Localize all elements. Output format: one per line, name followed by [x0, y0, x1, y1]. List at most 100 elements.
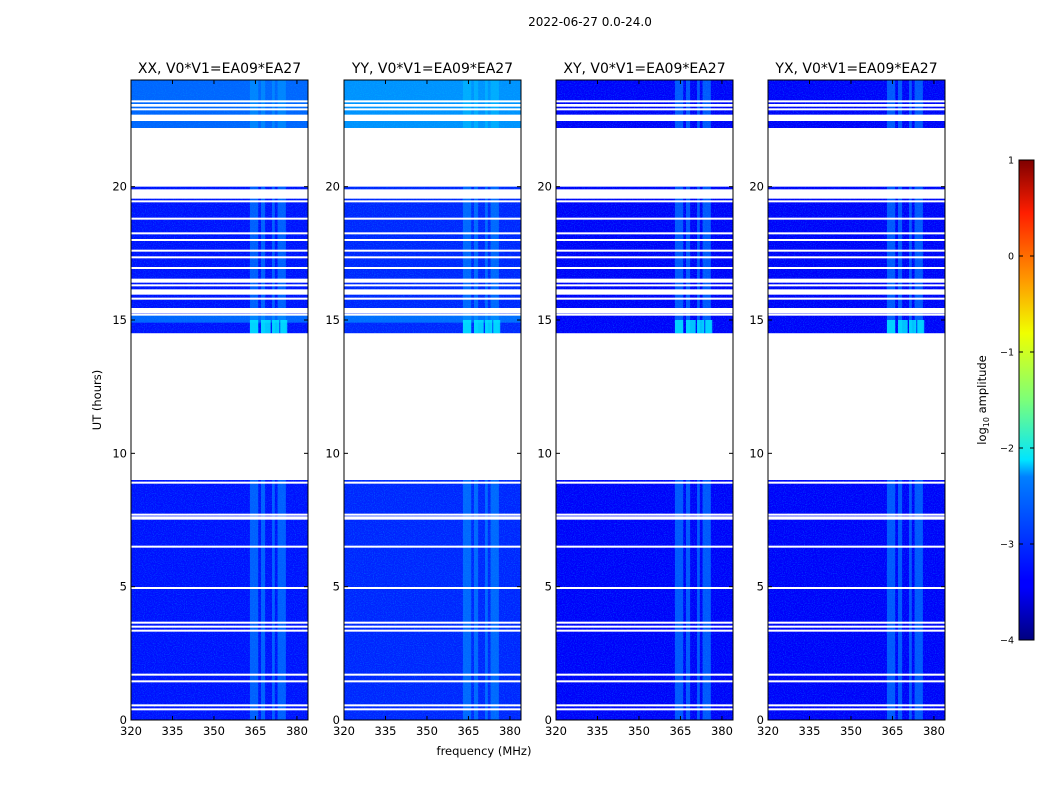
- x-tick-label: 320: [545, 724, 567, 738]
- colorbar-tick-label: 0: [1008, 252, 1014, 263]
- panels: XX, V0*V1=EA09*EA27 320 335 350 365 380 0 5 10 15…: [112, 61, 946, 738]
- panel-image: [556, 80, 733, 720]
- flagged-gap: [344, 308, 521, 314]
- gap-row: [344, 119, 521, 121]
- y-tick-label: 5: [120, 580, 127, 594]
- gap-row: [131, 249, 308, 252]
- rfi-channel: [473, 480, 479, 720]
- flagged-gap: [344, 114, 521, 120]
- flagged-gap: [556, 333, 733, 480]
- y-tick-label: 10: [537, 446, 552, 460]
- gap-row: [131, 704, 308, 707]
- gap-row: [131, 119, 308, 121]
- flagged-gap: [344, 278, 521, 283]
- y-tick-label: 5: [545, 580, 552, 594]
- y-tick-label: 0: [333, 713, 340, 727]
- flagged-gap: [131, 278, 308, 283]
- gap-row: [556, 313, 733, 316]
- rfi-channel: [914, 480, 923, 720]
- panel-title: YX, V0*V1=EA09*EA27: [774, 61, 937, 77]
- gap-row: [768, 217, 945, 220]
- rfi-channel: [462, 186, 472, 334]
- gap-row: [344, 256, 521, 259]
- gap-row: [556, 119, 733, 121]
- colorbar: 10−1−2−3−4 log10 amplitude: [975, 156, 1035, 647]
- rfi-block: [272, 320, 279, 334]
- gap-row: [131, 239, 308, 241]
- panel-xy: XY, V0*V1=EA09*EA27 320 335 350 365 380 0 5 10 15…: [537, 61, 734, 738]
- gap-row: [556, 200, 733, 203]
- y-tick-label: 20: [537, 180, 552, 194]
- y-tick-label: 10: [112, 446, 127, 460]
- rfi-channel: [260, 480, 266, 720]
- gap-row: [768, 545, 945, 548]
- gap-row: [768, 256, 945, 259]
- flagged-gap: [556, 104, 733, 107]
- gap-row: [344, 673, 521, 676]
- gap-row: [556, 256, 733, 259]
- bright-band: [344, 314, 521, 323]
- rfi-block: [685, 320, 696, 334]
- gap-row: [131, 629, 308, 632]
- rfi-block: [886, 320, 896, 334]
- gap-row: [131, 517, 308, 520]
- y-tick-label: 5: [333, 580, 340, 594]
- gap-row: [556, 232, 733, 235]
- gap-row: [131, 232, 308, 235]
- y-axis-label: UT (hours): [90, 370, 104, 430]
- gap-row: [768, 625, 945, 628]
- rfi-channel: [914, 186, 923, 334]
- panel-title: YY, V0*V1=EA09*EA27: [351, 61, 513, 77]
- gap-row: [344, 100, 521, 103]
- gap-row: [768, 313, 945, 316]
- gap-row: [768, 680, 945, 683]
- rfi-channel: [702, 186, 711, 334]
- flagged-gap: [131, 114, 308, 120]
- colorbar-tick-label: 1: [1008, 156, 1014, 167]
- flagged-gap: [768, 189, 945, 199]
- gap-row: [768, 708, 945, 711]
- gap-row: [344, 481, 521, 484]
- gap-row: [344, 217, 521, 220]
- x-tick-label: 365: [244, 724, 266, 738]
- gap-row: [344, 621, 521, 624]
- x-tick-label: 350: [628, 724, 650, 738]
- rfi-channel: [473, 186, 479, 334]
- gap-row: [768, 621, 945, 624]
- rfi-channel: [674, 186, 684, 334]
- gap-row: [131, 621, 308, 624]
- gap-row: [131, 680, 308, 683]
- rfi-channel: [886, 480, 896, 720]
- gap-row: [556, 100, 733, 103]
- flagged-gap: [768, 308, 945, 314]
- y-tick-label: 20: [749, 180, 764, 194]
- panel-title: XX, V0*V1=EA09*EA27: [138, 61, 301, 77]
- rfi-block: [697, 320, 704, 334]
- flagged-gap: [556, 308, 733, 314]
- gap-row: [344, 267, 521, 269]
- x-tick-label: 365: [881, 724, 903, 738]
- panel-yx: YX, V0*V1=EA09*EA27 320 335 350 365 380 0 5 10 15…: [749, 61, 946, 738]
- flagged-gap: [768, 104, 945, 107]
- x-tick-label: 320: [757, 724, 779, 738]
- gap-row: [131, 625, 308, 628]
- colorbar-ticks: 1 0 −1 −2 −3 −4: [1000, 156, 1034, 647]
- panel-frame: [130, 79, 309, 721]
- flagged-gap: [556, 114, 733, 120]
- flagged-gap: [344, 189, 521, 199]
- gap-row: [556, 587, 733, 589]
- gap-row: [131, 291, 308, 293]
- x-tick-label: 350: [203, 724, 225, 738]
- gap-row: [768, 481, 945, 484]
- x-tick-label: 380: [711, 724, 733, 738]
- gap-row: [131, 708, 308, 711]
- gap-row: [131, 481, 308, 484]
- gap-row: [344, 297, 521, 300]
- gap-row: [556, 108, 733, 111]
- panel-frame: [555, 79, 734, 721]
- y-tick-label: 20: [325, 180, 340, 194]
- flagged-gap: [768, 278, 945, 283]
- gap-row: [344, 291, 521, 293]
- x-tick-label: 380: [499, 724, 521, 738]
- gap-row: [344, 517, 521, 520]
